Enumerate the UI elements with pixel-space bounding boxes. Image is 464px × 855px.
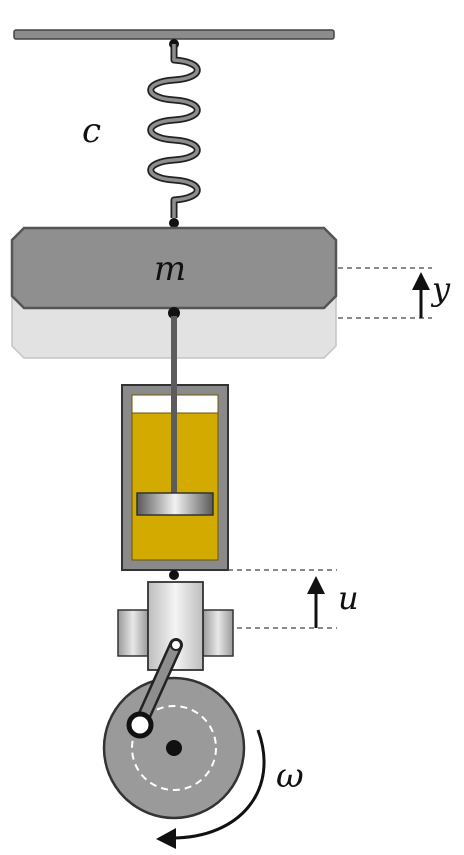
piston-rod [171,316,177,494]
spring [147,44,201,218]
rotation-arrow [171,729,266,840]
ceiling [13,29,335,40]
connecting-rod [126,638,183,739]
rod-top-pin [170,639,182,651]
mass-label: m [154,249,186,289]
guide-right [202,609,234,657]
u-label: u [338,579,359,617]
mass-block [10,226,338,310]
omega-label: ω [276,756,304,796]
spring-label: c [82,111,101,151]
crank-pin [126,711,154,739]
rotation-arrow-head [156,828,176,849]
u-indicator [228,569,337,629]
y-indicator [338,267,432,319]
wheel-axle [166,740,182,756]
spring-bottom-joint [169,218,179,228]
cylinder-bottom-joint [169,570,179,580]
crank-wheel [102,676,246,820]
piston-head [136,492,214,516]
y-label: y [430,270,451,308]
guide-left [117,609,149,657]
damper [121,316,229,571]
